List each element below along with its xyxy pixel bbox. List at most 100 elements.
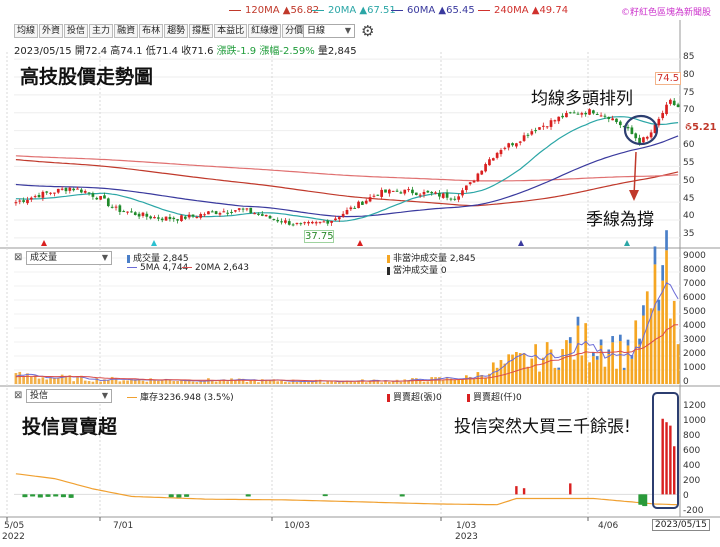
- toolbar-btn-trend[interactable]: 趨勢: [164, 24, 189, 38]
- candle-body: [399, 192, 403, 194]
- annotation-support: 季線為撐: [586, 210, 654, 230]
- candle-body: [26, 200, 29, 204]
- toolbar-btn-signal[interactable]: 紅綠燈: [248, 24, 282, 38]
- low-price-marker: 37.75: [304, 230, 334, 243]
- period-select[interactable]: 日線 ▼: [303, 24, 355, 38]
- toolbar-btn-pe[interactable]: 本益比: [214, 24, 248, 38]
- candle-body: [203, 214, 206, 216]
- candle-body: [599, 115, 603, 117]
- inst-sell-bar: [185, 494, 188, 497]
- inst-sell-bar: [644, 494, 648, 507]
- candle-body: [160, 218, 164, 221]
- inst-sell-bar: [54, 494, 57, 497]
- signal-marker: [151, 240, 157, 246]
- candle-body: [407, 189, 410, 191]
- toolbar-btn-foreign[interactable]: 外資: [39, 24, 64, 38]
- candle-body: [210, 211, 214, 213]
- volume-bar: [557, 369, 561, 384]
- candle-body: [41, 191, 45, 198]
- volume-bar-top: [626, 339, 630, 346]
- volume-bar: [580, 355, 584, 384]
- ma120-line: [15, 159, 679, 207]
- candle-body: [180, 215, 183, 222]
- inst-sell-bar: [639, 494, 643, 505]
- toolbar-btn-ma[interactable]: 均線: [14, 24, 39, 38]
- candle-body: [357, 201, 360, 209]
- inst-ytick: 1200: [683, 401, 706, 411]
- volume-bar: [334, 381, 337, 384]
- ma120-swatch: [229, 9, 241, 11]
- candle-body: [195, 217, 199, 219]
- inst-sell-bar: [399, 494, 403, 497]
- price-ytick: 50: [683, 176, 695, 186]
- candle-body: [318, 221, 322, 223]
- ma-legend-20: 20MA ▲67.51: [312, 5, 396, 16]
- candle-body: [403, 189, 407, 194]
- ma20-line: [15, 116, 679, 222]
- inst-sell-bar: [39, 494, 42, 498]
- toolbar-btn-margin[interactable]: 融資: [114, 24, 139, 38]
- volume-bar: [114, 377, 118, 384]
- inst-ytick: 400: [683, 461, 701, 471]
- candle-body: [549, 120, 553, 127]
- volume-bar: [133, 379, 137, 384]
- volume-bar: [218, 380, 222, 384]
- volume-bar: [72, 381, 76, 384]
- candle-body: [187, 214, 191, 218]
- volume-bar: [603, 366, 607, 384]
- inst-sell-bar: [63, 494, 66, 498]
- volume-bar: [56, 377, 60, 384]
- volume-bar: [210, 380, 214, 384]
- candle-body: [618, 121, 622, 126]
- candle-body: [345, 209, 349, 215]
- quote-pct: -2.59%: [279, 46, 315, 57]
- inst-sell-bar: [245, 494, 249, 497]
- inst-sell-bar: [31, 494, 34, 497]
- volume-bar: [14, 373, 18, 384]
- inst-indicator-select[interactable]: 投信 ▼: [26, 389, 112, 403]
- quote-close-label: 收: [181, 46, 192, 57]
- close-icon[interactable]: ⊠: [14, 252, 23, 263]
- gear-icon[interactable]: ⚙: [361, 22, 375, 40]
- candle-body: [276, 219, 280, 222]
- inst-selector-value: 投信: [30, 391, 49, 401]
- inst-sell-bar: [170, 494, 173, 498]
- candle-body: [672, 100, 676, 106]
- volume-bar: [549, 349, 553, 384]
- volume-bar: [195, 382, 199, 384]
- candle-body: [141, 212, 145, 216]
- candle-body: [669, 99, 672, 104]
- volume-bar-top: [568, 337, 572, 344]
- volume-bar: [361, 379, 364, 384]
- volume-bar: [95, 377, 99, 384]
- candle-body: [22, 200, 25, 202]
- candle-body: [137, 213, 141, 217]
- candle-body: [626, 127, 630, 129]
- inst-sell-bar: [46, 494, 50, 497]
- volume-bar: [41, 377, 45, 384]
- candle-body: [60, 188, 64, 190]
- volume-bar: [665, 250, 668, 384]
- inst-buy-bar: [673, 446, 676, 495]
- inst-sell-bar: [23, 494, 27, 498]
- close-icon[interactable]: ⊠: [14, 390, 23, 401]
- inst-sell-bar: [400, 494, 404, 497]
- volume-bar: [592, 356, 595, 384]
- volume-bar: [534, 344, 537, 384]
- volume-bar: [426, 381, 430, 384]
- volume-bar: [287, 382, 291, 384]
- inst-panel-title: 投信買賣超: [22, 416, 118, 438]
- volume-bar: [391, 381, 395, 384]
- candle-body: [37, 195, 41, 198]
- volume-bar: [553, 367, 557, 384]
- volume-indicator-select[interactable]: 成交量 ▼: [26, 251, 112, 265]
- toolbar-btn-major[interactable]: 主力: [89, 24, 114, 38]
- volume-bar: [303, 382, 307, 384]
- toolbar-btn-support[interactable]: 撐壓: [189, 24, 214, 38]
- toolbar-btn-bollinger[interactable]: 布林: [139, 24, 164, 38]
- candle-body: [642, 137, 645, 143]
- toolbar-btn-trust[interactable]: 投信: [64, 24, 89, 38]
- volume-bar: [407, 380, 410, 384]
- volume-bar: [538, 371, 541, 384]
- chevron-down-icon: ▼: [101, 391, 108, 400]
